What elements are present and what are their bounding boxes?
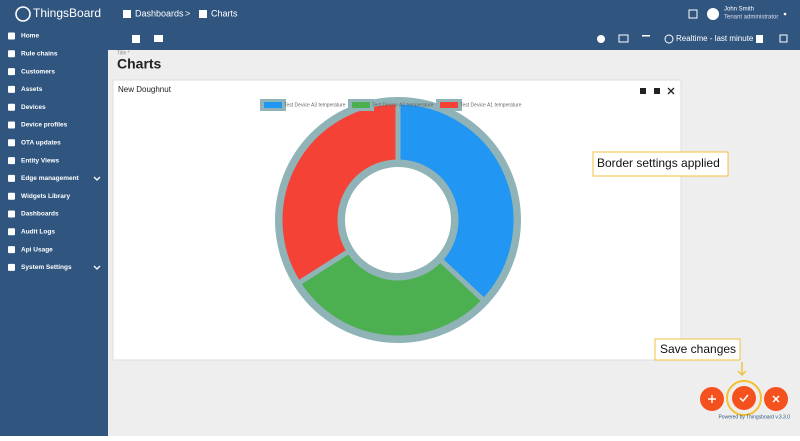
menu-icon [8,157,15,165]
menu-item[interactable]: Home [21,33,39,40]
legend-swatch [352,102,370,108]
fullscreen-button[interactable] [779,34,788,43]
menu-icon [8,210,15,218]
legend-swatch [264,102,282,108]
callout: Border settings applied [597,156,720,170]
timewindow[interactable]: Realtime - last minute [676,34,754,43]
menu-item[interactable]: Devices [21,104,46,111]
callout-box [592,151,729,177]
title-label: Title * [117,50,130,56]
menu-icon [8,246,15,254]
doughnut-segment[interactable] [395,99,519,305]
logo-icon [15,6,31,22]
menu-item[interactable]: Device profiles [21,122,68,129]
menu-icon [8,103,15,111]
menu-item[interactable]: Rule chains [21,51,58,58]
expand-icon [93,176,101,270]
menu-icon [8,50,15,58]
fullscreen-button[interactable] [688,9,698,19]
menu-icon [8,263,15,271]
menu-icon [8,85,15,93]
menu-icon [8,68,15,76]
layers-button[interactable] [132,35,140,43]
callout-arrow [737,362,747,377]
menu-icon [8,192,15,200]
user-role: Tenant administrator [724,15,778,21]
download-button[interactable] [654,88,660,94]
menu-item[interactable]: Dashboards [21,211,59,218]
legend-label[interactable]: Test Device A2 temperature [372,102,434,108]
dashboards-icon [123,10,131,18]
breadcrumb[interactable]: Dashboards [135,8,184,18]
doughnut-chart: Test Device A3 temperature Test Device A2… [260,97,522,343]
menu-item[interactable]: Edge management [21,175,80,182]
callout: Save changes [660,342,736,356]
menu-item[interactable]: Audit Logs [21,229,55,236]
settings-button[interactable] [597,35,605,43]
filters-button[interactable] [642,35,650,37]
widget-title: New Doughnut [118,85,172,94]
menu-button[interactable] [783,12,787,16]
menu-item[interactable]: Customers [21,68,55,75]
aliases-button[interactable] [618,34,629,43]
cancel-icon [772,395,780,403]
menu-item[interactable]: Entity Views [21,157,60,164]
add-icon [708,395,716,403]
menu-icon [8,139,15,147]
edit-button[interactable] [640,88,646,94]
close-button[interactable] [667,87,675,95]
menu-icon [8,174,15,182]
menu-icon [8,121,15,129]
breadcrumb-separator: > [185,8,190,18]
user-name: John Smith [724,7,754,13]
callout-box [654,338,741,361]
powered-by: Powered by Thingsboard v.3.3.0 [718,414,790,420]
save-button[interactable] [732,386,756,410]
menu-item[interactable]: Widgets Library [21,193,70,200]
menu-item[interactable]: System Settings [21,264,72,271]
export-button[interactable] [756,35,763,43]
sidebar [0,0,108,436]
doughnut-segment[interactable] [294,247,488,341]
legend-swatch [440,102,458,108]
menu-item[interactable]: Assets [21,86,43,93]
menu-item[interactable]: OTA updates [21,140,61,147]
menu-icon [8,32,15,40]
breadcrumb: Charts [211,8,238,18]
logo: ThingsBoard [33,6,101,20]
save-icon [739,394,749,403]
menu-item[interactable]: Api Usage [21,246,53,253]
layout-button[interactable] [154,35,163,42]
highlight-ring [726,380,762,416]
clock-icon [664,34,674,44]
menu-icon [8,228,15,236]
avatar[interactable] [707,8,719,20]
legend-label[interactable]: Test Device A3 temperature [284,102,346,108]
legend-label[interactable]: Test Device A1 temperature [460,102,522,108]
dashboard-title: Charts [117,56,162,72]
dashboard-icon [199,10,207,18]
doughnut-segment[interactable] [277,99,401,287]
